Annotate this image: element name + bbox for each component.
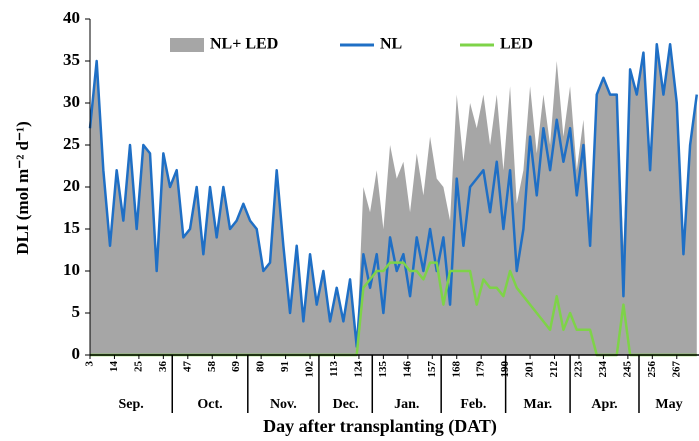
x-tick-label: 14: [108, 361, 120, 373]
legend-swatch: [170, 38, 204, 52]
month-label: Oct.: [197, 397, 222, 412]
legend-label: LED: [500, 36, 533, 53]
month-label: Nov.: [270, 397, 297, 412]
x-tick-label: 245: [621, 361, 633, 378]
x-tick-label: 47: [181, 361, 193, 373]
y-tick-label: 30: [63, 92, 80, 111]
y-tick-label: 40: [63, 8, 80, 27]
x-tick-label: 25: [132, 361, 144, 373]
x-tick-label: 124: [352, 361, 364, 378]
x-tick-label: 234: [597, 361, 609, 378]
x-tick-label: 223: [573, 361, 585, 378]
y-axis-label: DLI (mol m⁻² d⁻¹): [13, 121, 32, 254]
x-tick-label: 69: [230, 361, 242, 373]
x-tick-label: 113: [328, 361, 340, 377]
month-label: Jan.: [394, 397, 419, 412]
x-tick-label: 91: [279, 361, 291, 372]
area: [90, 44, 697, 355]
x-tick-label: 267: [670, 361, 682, 378]
x-axis-label: Day after transplanting (DAT): [263, 416, 497, 437]
month-label: Dec.: [333, 397, 359, 412]
x-tick-label: 201: [524, 361, 536, 378]
y-tick-label: 0: [72, 344, 81, 363]
x-tick-label: 157: [426, 361, 438, 378]
y-tick-label: 10: [63, 260, 80, 279]
x-tick-label: 212: [548, 361, 560, 378]
month-label: Feb.: [460, 397, 486, 412]
y-tick-label: 20: [63, 176, 80, 195]
x-tick-label: 58: [206, 361, 218, 373]
x-tick-label: 3: [84, 361, 96, 367]
x-tick-label: 80: [255, 361, 267, 373]
x-tick-label: 102: [304, 361, 316, 378]
month-label: Apr.: [591, 397, 617, 412]
y-tick-label: 15: [63, 218, 80, 237]
y-tick-label: 35: [63, 50, 80, 69]
x-tick-label: 146: [401, 361, 413, 378]
legend-label: NL+ LED: [210, 36, 278, 53]
x-tick-label: 36: [157, 361, 169, 373]
y-tick-label: 5: [72, 302, 81, 321]
line: [88, 42, 699, 348]
y-tick-label: 25: [63, 134, 80, 153]
x-tick-label: 168: [450, 361, 462, 378]
month-label: May: [655, 397, 682, 412]
month-label: Sep.: [118, 397, 143, 412]
month-label: Mar.: [524, 397, 553, 412]
x-tick-label: 135: [377, 361, 389, 378]
x-tick-label: 179: [475, 361, 487, 378]
legend-label: NL: [380, 36, 402, 53]
x-tick-label: 256: [646, 361, 658, 378]
